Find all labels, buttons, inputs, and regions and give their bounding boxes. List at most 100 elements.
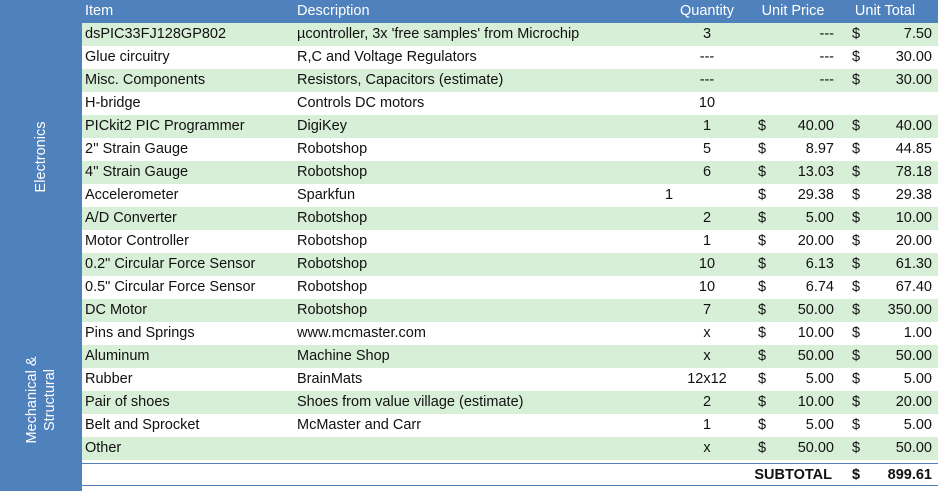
cell-item: Motor Controller xyxy=(85,233,189,249)
cell-unit-total: 30.00 xyxy=(895,72,932,88)
cell-unit-total-currency: $ xyxy=(852,348,861,364)
cell-unit-total: 10.00 xyxy=(895,210,932,226)
cell-item: Accelerometer xyxy=(85,187,179,203)
cell-unit-price-currency xyxy=(758,92,772,115)
cell-unit-total-currency: $ xyxy=(852,394,861,410)
cell-unit-total: 5.00 xyxy=(903,371,932,387)
cell-description: Robotshop xyxy=(297,256,368,272)
subtotal-value: 899.61 xyxy=(887,467,932,483)
cell-unit-total: 7.50 xyxy=(903,26,932,42)
cell-description: R,C and Voltage Regulators xyxy=(297,49,477,65)
cell-quantity: 3 xyxy=(702,26,712,42)
cell-unit-price: 29.38 xyxy=(797,187,834,203)
cell-unit-price: 5.00 xyxy=(805,210,834,226)
table-row: H-bridge Controls DC motors 10 xyxy=(82,92,938,115)
header-description: Description xyxy=(297,3,370,19)
cell-item: 4'' Strain Gauge xyxy=(85,164,189,180)
category-column-footer xyxy=(0,486,82,491)
cell-item: A/D Converter xyxy=(85,210,177,226)
cell-quantity: 2 xyxy=(702,394,712,410)
table-row: 2'' Strain Gauge Robotshop 5 $8.97 $44.85 xyxy=(82,138,938,161)
cell-unit-total-currency: $ xyxy=(852,325,861,341)
cell-description: McMaster and Carr xyxy=(297,417,422,433)
cell-unit-price-currency: $ xyxy=(758,118,767,134)
cell-description: Shoes from value village (estimate) xyxy=(297,394,524,410)
cell-item: Pair of shoes xyxy=(85,394,170,410)
cell-item: 2'' Strain Gauge xyxy=(85,141,189,157)
cell-quantity: 7 xyxy=(702,302,712,318)
subtotal-row: SUBTOTAL $ 899.61 xyxy=(82,463,938,486)
table-row: 4'' Strain Gauge Robotshop 6 $13.03 $78.18 xyxy=(82,161,938,184)
table-row: Accelerometer Sparkfun 1 $29.38 $29.38 xyxy=(82,184,938,207)
cell-item: dsPIC33FJ128GP802 xyxy=(85,26,227,42)
cell-description: Robotshop xyxy=(297,164,368,180)
cell-item: Pins and Springs xyxy=(85,325,195,341)
cell-unit-price-currency: $ xyxy=(758,233,767,249)
cell-quantity: 5 xyxy=(702,141,712,157)
table-row: Pins and Springs www.mcmaster.com x $10.00 $… xyxy=(82,322,938,345)
cell-unit-price: 50.00 xyxy=(797,348,834,364)
header-row: Item Description Quantity Unit Price Uni… xyxy=(82,0,938,23)
cell-unit-total-currency: $ xyxy=(852,210,861,226)
cell-unit-price-currency: $ xyxy=(758,440,767,456)
cell-item: H-bridge xyxy=(85,95,141,111)
cell-unit-total-currency xyxy=(852,92,866,115)
cell-unit-total: 61.30 xyxy=(895,256,932,272)
cell-unit-total: 20.00 xyxy=(895,394,932,410)
cell-quantity: 1 xyxy=(702,118,712,134)
cell-item: Glue circuitry xyxy=(85,49,170,65)
cell-unit-price-currency: $ xyxy=(758,302,767,318)
cell-unit-price: --- xyxy=(819,26,835,42)
cell-unit-total: 30.00 xyxy=(895,49,932,65)
cell-unit-price-currency: $ xyxy=(758,371,767,387)
cell-unit-price: 10.00 xyxy=(797,394,834,410)
cell-description: Sparkfun xyxy=(297,187,356,203)
cell-quantity: 10 xyxy=(698,256,716,272)
cell-description: Resistors, Capacitors (estimate) xyxy=(297,72,504,88)
cell-description: Robotshop xyxy=(297,210,368,226)
cell-unit-price: --- xyxy=(819,49,835,65)
cell-description: Machine Shop xyxy=(297,348,390,364)
cell-item: 0.2" Circular Force Sensor xyxy=(85,256,256,272)
table-row: A/D Converter Robotshop 2 $5.00 $10.00 xyxy=(82,207,938,230)
cell-description: www.mcmaster.com xyxy=(297,325,426,341)
cell-unit-price xyxy=(772,92,834,115)
cell-unit-total: 20.00 xyxy=(895,233,932,249)
cell-unit-price: 20.00 xyxy=(797,233,834,249)
table-row: dsPIC33FJ128GP802 µcontroller, 3x 'free s… xyxy=(82,23,938,46)
cell-quantity: 10 xyxy=(698,95,716,111)
cell-unit-price-currency: $ xyxy=(758,348,767,364)
cell-unit-total: 5.00 xyxy=(903,417,932,433)
subtotal-currency: $ xyxy=(852,467,861,483)
cell-quantity: --- xyxy=(699,49,715,65)
cell-quantity: x xyxy=(703,348,711,364)
table-row: Aluminum Machine Shop x $50.00 $50.00 xyxy=(82,345,938,368)
cell-unit-price-currency xyxy=(758,46,772,69)
category-electronics-label: Electronics xyxy=(33,121,49,193)
cell-quantity: 1 xyxy=(665,187,674,203)
table-row: Motor Controller Robotshop 1 $20.00 $20.00 xyxy=(82,230,938,253)
cell-description: Robotshop xyxy=(297,141,368,157)
cell-item: PICkit2 PIC Programmer xyxy=(85,118,245,134)
subtotal-label: SUBTOTAL xyxy=(754,467,832,483)
category-electronics: Electronics xyxy=(0,0,82,314)
cell-item: Belt and Sprocket xyxy=(85,417,200,433)
table-row: PICkit2 PIC Programmer DigiKey 1 $40.00 $40.… xyxy=(82,115,938,138)
cell-unit-total-currency: $ xyxy=(852,187,861,203)
cell-unit-total-currency: $ xyxy=(852,279,861,295)
cell-unit-total-currency: $ xyxy=(852,440,861,456)
table-row: Belt and Sprocket McMaster and Carr 1 $5.00… xyxy=(82,414,938,437)
header-unit-total: Unit Total xyxy=(854,3,916,19)
cell-item: DC Motor xyxy=(85,302,148,318)
cell-description: Robotshop xyxy=(297,279,368,295)
cell-quantity: 12x12 xyxy=(687,371,727,387)
cell-description: DigiKey xyxy=(297,118,347,134)
cell-unit-total: 44.85 xyxy=(895,141,932,157)
cell-quantity: 6 xyxy=(702,164,712,180)
cell-unit-price: 5.00 xyxy=(805,417,834,433)
cell-unit-price: 50.00 xyxy=(797,302,834,318)
cell-unit-price-currency: $ xyxy=(758,325,767,341)
cell-unit-total-currency: $ xyxy=(852,49,861,65)
cell-unit-total: 29.38 xyxy=(895,187,932,203)
